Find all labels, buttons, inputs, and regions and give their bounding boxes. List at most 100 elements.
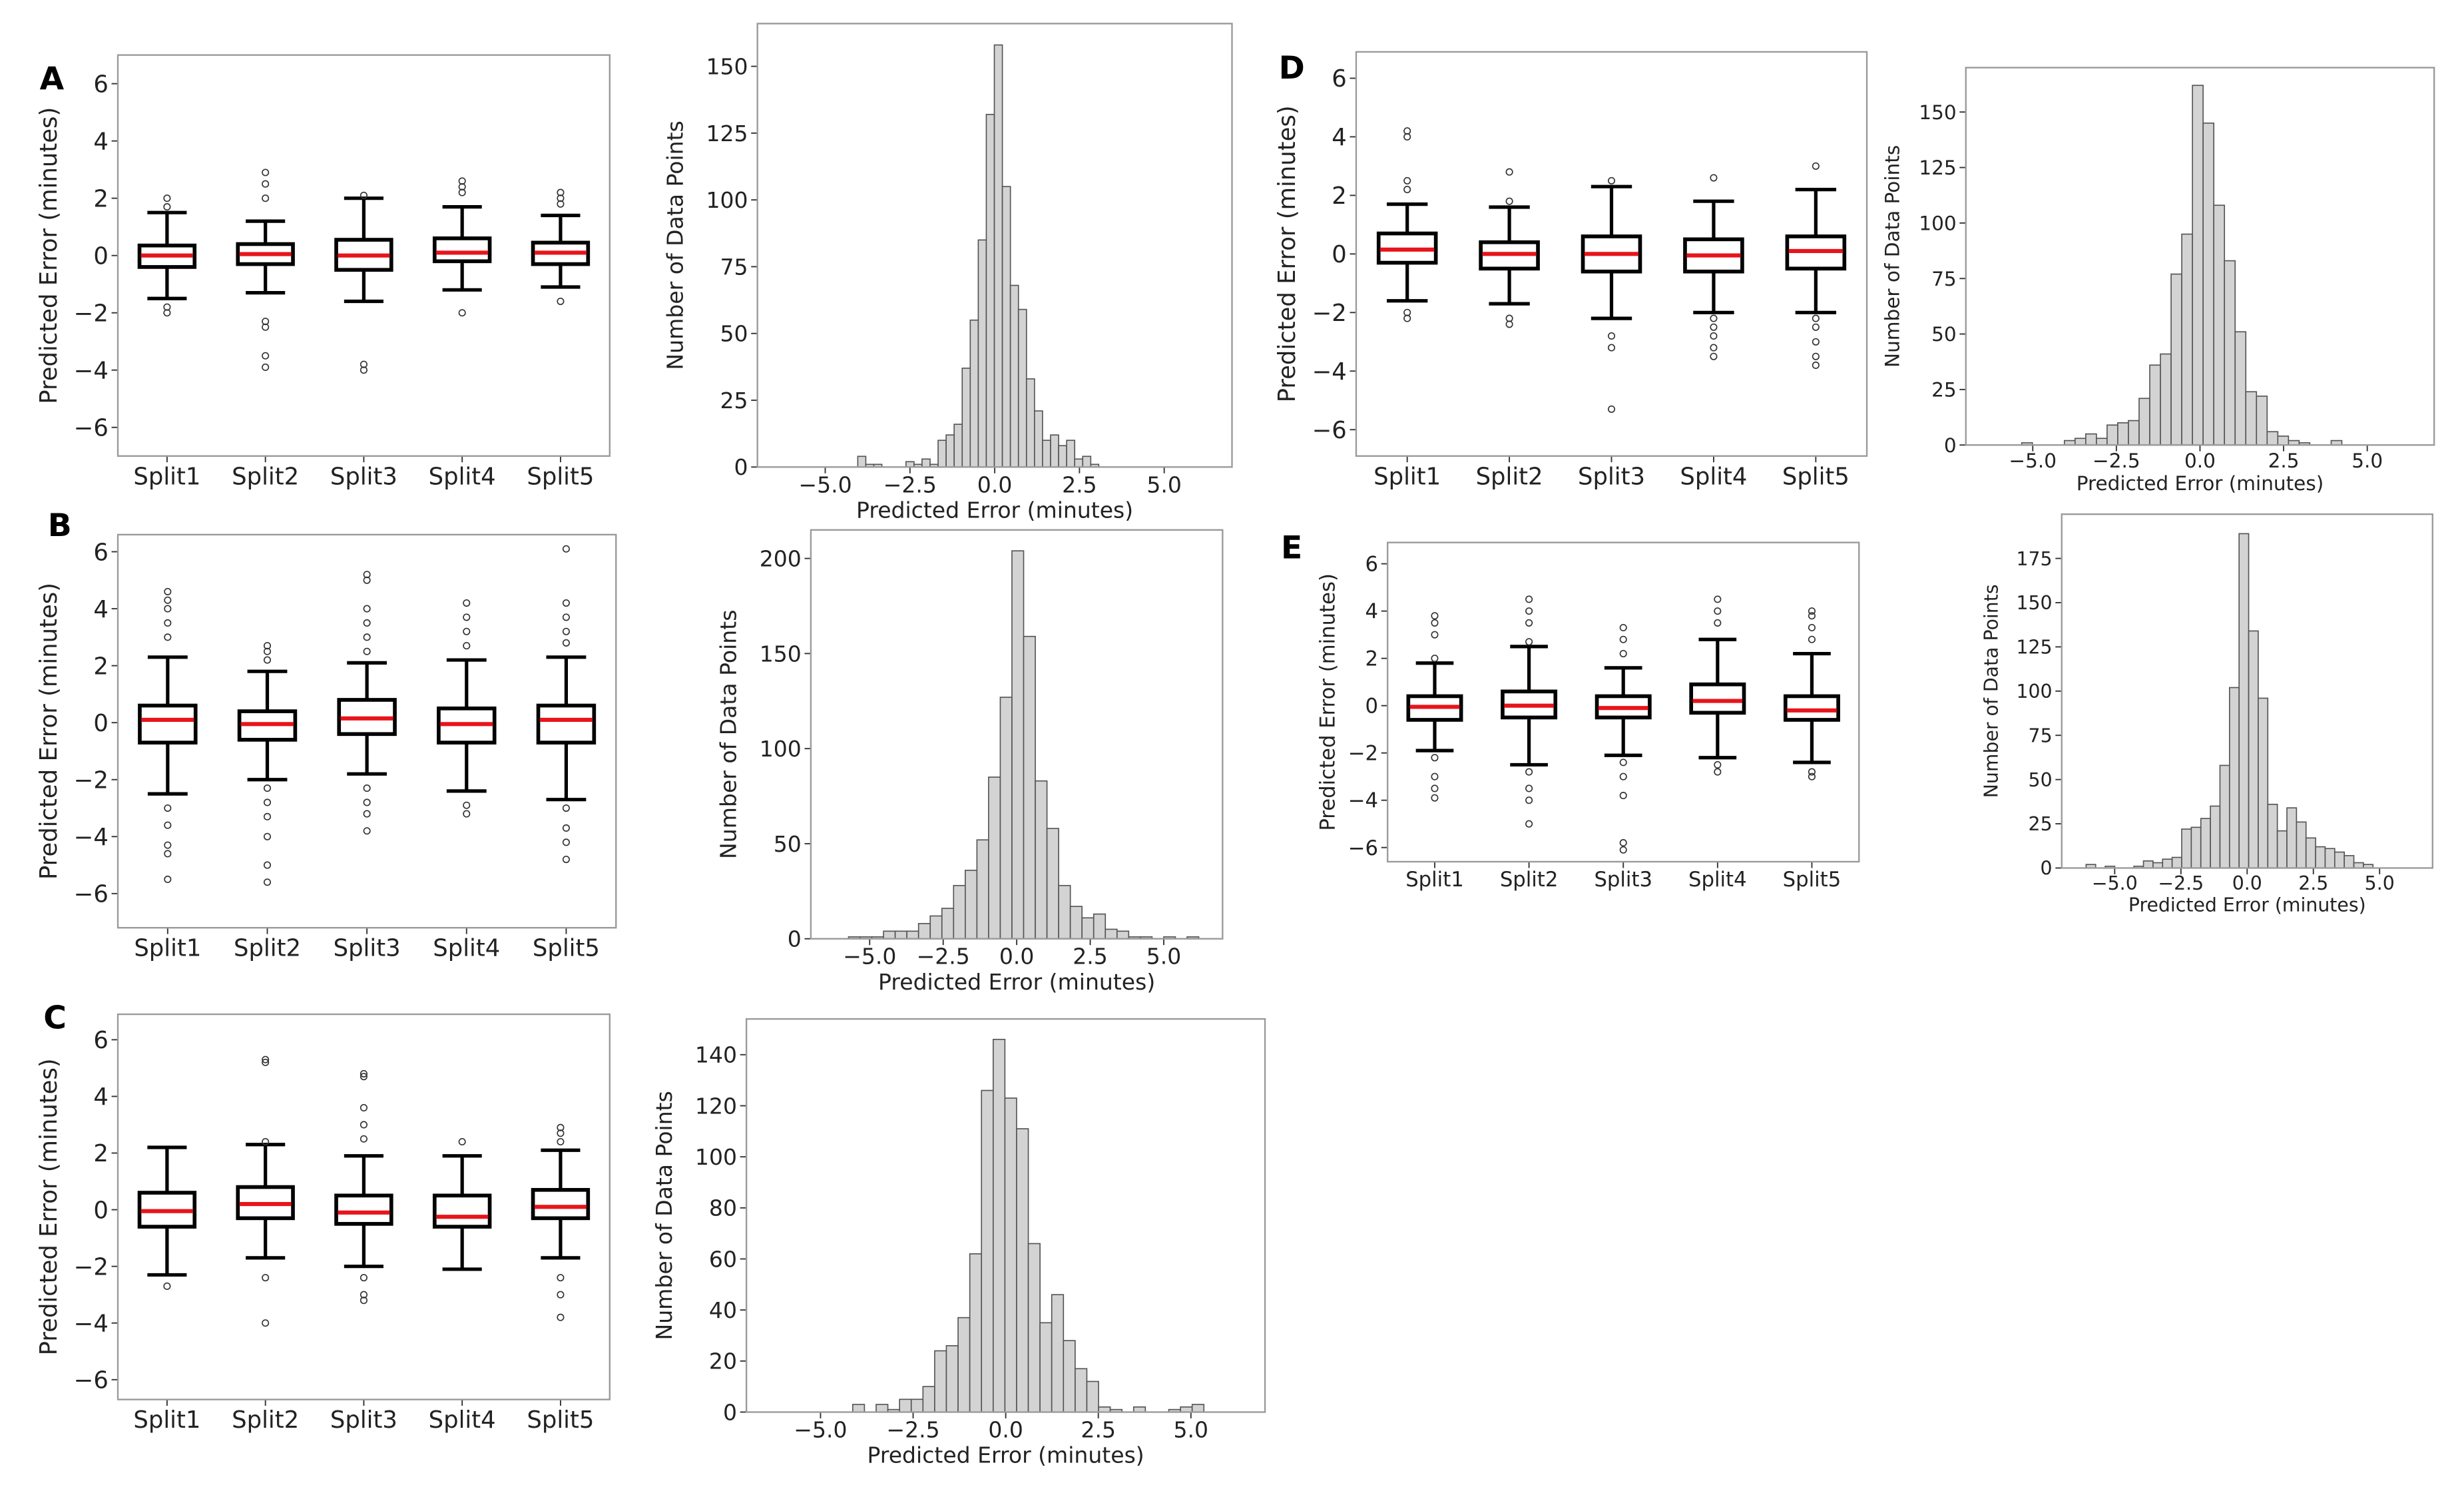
histogram-bar — [1009, 284, 1019, 468]
x-tick-label: Split1 — [1373, 463, 1441, 490]
outlier-point — [363, 784, 371, 792]
y-tick-label: 50 — [1931, 323, 1957, 346]
boxplot-panel: D 6 4 2 0 −2 −4 −6 Predicted Error (minutes) Spli… — [1274, 50, 1868, 490]
histogram-bar — [976, 839, 989, 940]
y-tick-label: 0 — [734, 454, 748, 480]
outlier-point — [263, 878, 272, 886]
x-axis-label: Predicted Error (minutes) — [2128, 894, 2366, 916]
histogram-panel: 0 50 100 150 200 Number of Data Points −5.0 −2.… — [716, 529, 1224, 995]
box-split3 — [1595, 623, 1652, 854]
outlier-point — [1714, 607, 1722, 615]
outlier-point — [458, 177, 466, 185]
outlier-point — [1710, 344, 1718, 352]
y-tick-label: 150 — [2017, 592, 2053, 614]
x-tick-label: −5.0 — [2009, 449, 2057, 472]
histogram-bar — [937, 440, 947, 468]
outlier-point — [164, 875, 172, 884]
box-split4 — [437, 599, 497, 818]
outlier-point — [363, 647, 371, 655]
iqr-box — [437, 706, 497, 745]
plot-frame — [1386, 541, 1860, 863]
outlier-point — [1431, 794, 1439, 802]
x-tick-label: −2.5 — [883, 471, 937, 497]
outlier-point — [1525, 768, 1533, 776]
box-split4 — [1683, 174, 1744, 360]
iqr-box — [1501, 689, 1558, 720]
outlier-point — [557, 1123, 565, 1131]
histogram-bar — [961, 368, 971, 468]
box-split2 — [236, 168, 295, 372]
histogram-bar — [2315, 846, 2326, 869]
histogram-bar — [883, 930, 896, 940]
outlier-point — [262, 352, 270, 360]
outlier-point — [163, 309, 171, 317]
histogram-bar — [1004, 1097, 1017, 1413]
outlier-point — [1812, 352, 1820, 360]
outlier-point — [262, 168, 270, 176]
x-tick-label: Split3 — [1578, 463, 1645, 490]
outlier-point — [562, 824, 570, 832]
outlier-point — [1525, 595, 1533, 603]
x-tick-label: 5.0 — [2351, 449, 2383, 472]
iqr-box — [536, 703, 597, 745]
panel-label: B — [48, 507, 72, 544]
histogram-bar — [2228, 687, 2240, 869]
outlier-point — [557, 297, 565, 306]
histogram-bar — [2106, 424, 2118, 446]
box-split2 — [237, 642, 298, 886]
x-axis-label: Predicted Error (minutes) — [878, 969, 1155, 995]
outlier-point — [363, 605, 371, 613]
histogram-bar — [852, 1404, 865, 1413]
iqr-box — [1376, 231, 1438, 265]
y-tick-label: 150 — [1919, 101, 1956, 124]
outlier-point — [262, 1137, 270, 1146]
outlier-point — [1607, 344, 1616, 352]
outlier-point — [562, 627, 570, 635]
x-tick-label: −2.5 — [886, 1416, 939, 1442]
iqr-box — [337, 698, 397, 737]
outlier-point — [1431, 784, 1439, 792]
y-tick-label: 4 — [93, 596, 109, 623]
outlier-point — [1714, 768, 1722, 776]
outlier-point — [463, 810, 471, 818]
outlier-point — [363, 633, 371, 641]
outlier-point — [164, 605, 172, 613]
y-tick-label: 75 — [2029, 725, 2053, 747]
outlier-point — [363, 571, 371, 579]
iqr-box — [432, 236, 492, 264]
box-split4 — [432, 1137, 492, 1271]
outlier-point — [562, 639, 570, 647]
y-tick-label: −6 — [74, 415, 109, 442]
outlier-point — [557, 1274, 565, 1282]
histogram-bar — [2142, 860, 2154, 869]
histogram-bar — [985, 113, 995, 468]
iqr-box — [137, 1191, 197, 1229]
outlier-point — [463, 801, 471, 809]
histogram-bar — [934, 1350, 947, 1413]
outlier-point — [360, 1073, 368, 1081]
iqr-box — [1581, 234, 1642, 274]
outlier-point — [262, 1274, 270, 1282]
histogram-bar — [894, 930, 907, 940]
y-tick-label: 2 — [93, 185, 109, 212]
histogram-bar — [2256, 396, 2268, 446]
y-tick-label: 60 — [709, 1246, 737, 1272]
outlier-point — [1710, 174, 1718, 182]
box-split3 — [1581, 176, 1642, 413]
y-tick-label: −6 — [74, 881, 109, 908]
histogram-bar — [1063, 1340, 1076, 1413]
x-tick-label: Split5 — [533, 935, 600, 962]
x-tick-label: Split1 — [1405, 868, 1464, 892]
x-tick-label: −5.0 — [843, 944, 896, 970]
boxplot-panel: C6 4 2 0 −2 −4 −6 Predicted Error (minutes) Spli… — [35, 1000, 611, 1434]
outlier-point — [360, 191, 368, 199]
x-tick-label: 2.5 — [2268, 449, 2300, 472]
y-tick-label: 6 — [1365, 553, 1378, 577]
outlier-point — [1714, 595, 1722, 603]
y-tick-label: 6 — [93, 539, 109, 566]
x-tick-label: Split4 — [429, 1406, 496, 1434]
x-tick-label: Split1 — [133, 1406, 200, 1434]
box-split1 — [137, 1145, 197, 1290]
y-tick-label: 2 — [1365, 648, 1378, 671]
outlier-point — [1812, 162, 1820, 170]
